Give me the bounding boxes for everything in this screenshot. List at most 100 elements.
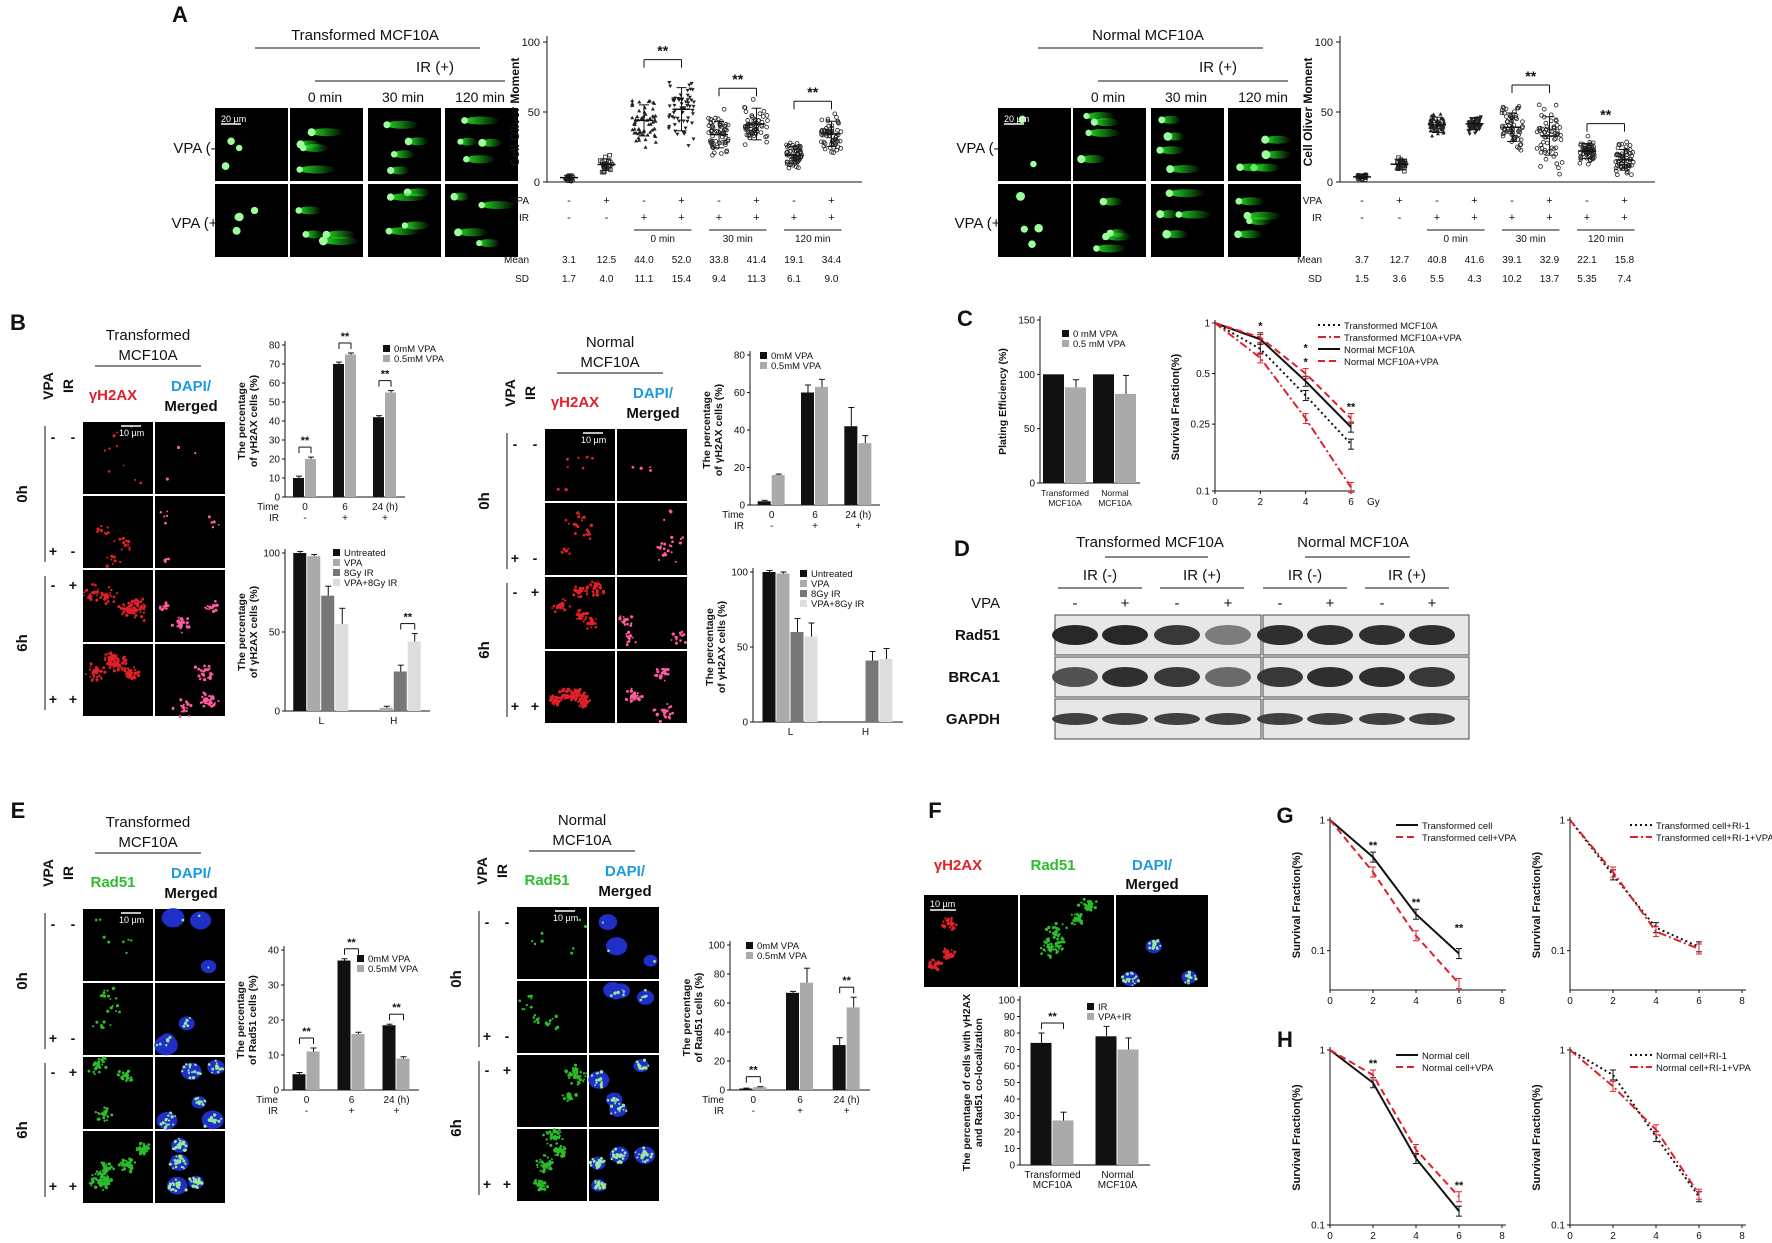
sig-label: **: [302, 1026, 311, 1038]
data-point: [1437, 126, 1442, 130]
data-point: [635, 114, 640, 118]
y-axis-label: of γH2AX cells (%): [248, 375, 260, 467]
comet-head: [318, 236, 328, 246]
y-tick-label: 60: [734, 388, 746, 399]
data-point: [677, 119, 682, 124]
focus-dot: [674, 560, 677, 563]
comet-image: [1073, 108, 1146, 181]
row-label-ir: IR: [734, 521, 744, 532]
focus-dot: [198, 914, 201, 918]
focus-dot: [1187, 982, 1190, 985]
focus-dot: [1074, 919, 1077, 923]
data-point: [650, 128, 655, 132]
sd-value: 10.2: [1502, 274, 1522, 285]
focus-dot: [210, 1119, 214, 1123]
focus-dot: [89, 665, 92, 668]
focus-dot: [582, 533, 586, 537]
comet-image: [998, 184, 1071, 257]
focus-dot: [943, 947, 946, 950]
focus-dot: [114, 664, 117, 668]
focus-dot: [172, 1183, 176, 1186]
focus-dot: [134, 614, 138, 617]
focus-dot: [634, 641, 637, 644]
focus-dot: [98, 674, 101, 677]
focus-dot: [96, 594, 98, 596]
data-point: [686, 101, 691, 105]
focus-dot: [188, 1066, 191, 1069]
focus-dot: [559, 699, 562, 702]
focus-dot: [196, 1096, 200, 1100]
focus-dot: [599, 584, 602, 587]
data-point: [643, 145, 648, 149]
focus-dot: [221, 1067, 225, 1071]
data-point: [1616, 142, 1622, 147]
focus-dot: [591, 580, 594, 584]
focus-dot: [207, 699, 210, 702]
focus-dot: [181, 1166, 184, 1169]
data-point: [1518, 142, 1524, 147]
focus-dot: [946, 922, 950, 926]
a-transformed-ir-header: IR (+): [416, 59, 454, 76]
focus-dot: [586, 530, 590, 534]
focus-dot: [655, 667, 659, 671]
focus-dot: [125, 1071, 129, 1075]
comet-head: [1099, 197, 1108, 206]
data-point: [1478, 124, 1483, 128]
focus-dot: [98, 1182, 102, 1187]
focus-dot: [674, 641, 678, 645]
data-point: [719, 124, 725, 130]
focus-dot: [210, 701, 213, 704]
panel-letter-e: E: [11, 798, 26, 823]
focus-dot: [113, 662, 117, 665]
focus-dot: [549, 697, 552, 700]
focus-dot: [669, 705, 673, 708]
legend-swatch: [800, 570, 807, 577]
focus-dot: [211, 1067, 215, 1071]
focus-dot: [625, 617, 629, 621]
f-col-merged: Merged: [1125, 876, 1178, 893]
focus-dot: [185, 625, 190, 629]
focus-dot: [123, 1166, 126, 1169]
focus-dot: [100, 1180, 103, 1183]
focus-dot: [113, 559, 117, 563]
focus-dot: [1154, 943, 1157, 947]
focus-dot: [565, 1071, 568, 1074]
focus-dot: [122, 1074, 126, 1078]
focus-dot: [176, 445, 181, 450]
focus-dot: [139, 1141, 143, 1146]
data-point: [1558, 137, 1564, 142]
focus-dot: [602, 1188, 605, 1190]
focus-dot: [549, 1138, 552, 1141]
focus-dot: [130, 672, 133, 675]
focus-dot: [599, 1070, 604, 1074]
focus-dot: [203, 692, 207, 696]
data-point: [836, 120, 841, 126]
focus-dot: [130, 601, 133, 604]
focus-dot: [572, 593, 576, 597]
focus-dot: [114, 997, 118, 1000]
data-point: [642, 105, 647, 110]
focus-dot: [182, 1024, 186, 1028]
focus-dot: [124, 673, 127, 675]
focus-dot: [118, 538, 121, 541]
data-point: [753, 127, 759, 132]
focus-dot: [591, 456, 594, 460]
focus-dot: [91, 583, 94, 586]
focus-dot: [180, 704, 183, 707]
focus-dot: [1046, 939, 1051, 943]
focus-dot: [220, 1117, 223, 1120]
data-point: [686, 116, 691, 120]
bar: [1030, 1042, 1052, 1165]
vpa-sign: +: [483, 1176, 491, 1192]
data-point: [643, 112, 648, 116]
focus-dot: [563, 608, 567, 612]
focus-dot: [138, 1146, 141, 1149]
focus-dot: [602, 589, 605, 593]
y-tick-label: 30: [269, 436, 281, 447]
focus-dot: [167, 557, 170, 561]
focus-dot: [546, 1156, 549, 1159]
ir-sign: +: [641, 212, 647, 224]
d-ir-label: IR (+): [1388, 567, 1426, 584]
focus-dot: [120, 1076, 124, 1080]
focus-dot: [598, 586, 602, 590]
